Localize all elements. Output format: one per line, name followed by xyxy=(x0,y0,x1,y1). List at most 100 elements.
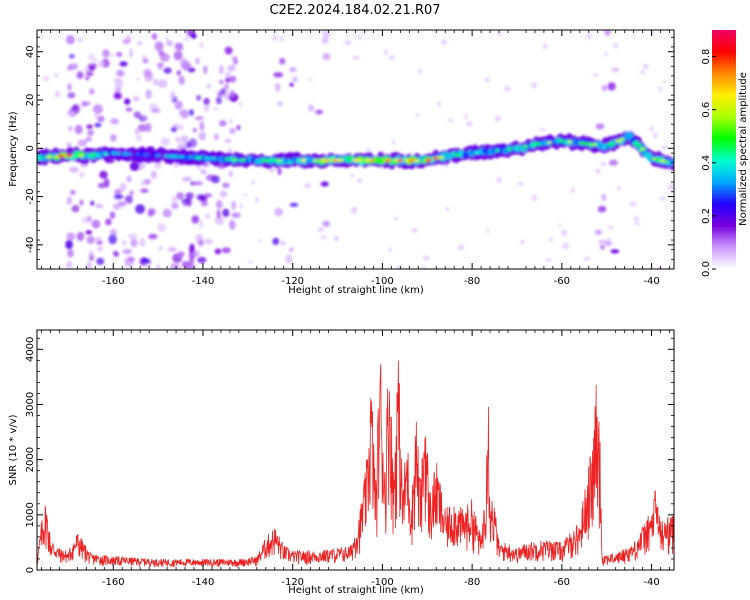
noise-blob xyxy=(94,122,102,128)
noise-blob xyxy=(198,131,206,141)
noise-blob xyxy=(188,138,197,148)
noise-blob xyxy=(273,72,284,78)
noise-blob xyxy=(182,201,187,207)
ridge-peak xyxy=(187,155,194,159)
spectrogram-panel: -160 -140 -120 -100 -80 -60 -40 -40 -20 0 20 40 Hei… xyxy=(8,29,675,296)
noise-blob xyxy=(216,199,223,210)
noise-blob xyxy=(289,66,297,73)
noise-blob xyxy=(159,53,170,62)
noise-blob xyxy=(255,196,259,204)
x-tick-label: -60 xyxy=(554,577,570,588)
noise-blob xyxy=(218,64,224,75)
noise-blob xyxy=(634,221,641,226)
noise-blob xyxy=(171,202,179,209)
noise-blob xyxy=(199,220,204,229)
noise-blob xyxy=(227,64,236,72)
noise-blob xyxy=(76,71,84,79)
ridge-peak xyxy=(473,151,481,155)
ridge-peak xyxy=(583,142,589,146)
noise-blob xyxy=(322,53,331,61)
x-tick-label: -80 xyxy=(464,577,480,588)
noise-blob xyxy=(597,205,607,213)
noise-blob xyxy=(113,203,118,210)
noise-blob xyxy=(608,159,619,166)
noise-blob xyxy=(178,75,185,86)
noise-blob xyxy=(251,179,255,185)
noise-blob xyxy=(54,73,60,78)
ridge-peak xyxy=(534,142,542,146)
noise-blob xyxy=(182,142,187,148)
noise-blob xyxy=(517,182,524,186)
noise-blob xyxy=(173,161,179,168)
noise-blob xyxy=(561,229,568,237)
noise-blob xyxy=(68,63,79,70)
ridge-peak xyxy=(163,154,169,158)
noise-blob xyxy=(178,123,184,131)
noise-blob xyxy=(542,43,548,49)
colorbar: 0.0 0.2 0.4 0.6 0.8 Normalized spectral ampl… xyxy=(701,30,749,277)
noise-blob xyxy=(199,42,204,49)
noise-blob xyxy=(231,212,241,218)
noise-blob xyxy=(613,42,619,49)
noise-blob xyxy=(148,233,158,240)
noise-blob xyxy=(441,39,447,46)
noise-blob xyxy=(133,111,142,119)
noise-blob xyxy=(608,225,614,230)
noise-blob xyxy=(185,192,194,200)
noise-blob xyxy=(437,101,441,107)
noise-blob xyxy=(116,69,125,77)
noise-blob xyxy=(98,60,105,68)
noise-blob xyxy=(117,201,127,207)
noise-blob xyxy=(268,168,276,173)
noise-blob xyxy=(82,216,88,224)
ridge-peak xyxy=(397,158,404,162)
noise-blob xyxy=(320,181,329,187)
noise-blob xyxy=(257,239,262,243)
noise-blob xyxy=(76,231,85,242)
noise-blob xyxy=(203,238,214,245)
x-tick-label: -140 xyxy=(192,577,215,588)
noise-blob xyxy=(70,190,76,195)
ridge-peak xyxy=(384,158,392,162)
noise-blob xyxy=(157,79,168,88)
ridge-peak xyxy=(154,154,162,157)
noise-blob xyxy=(129,161,140,172)
noise-blob xyxy=(604,51,608,57)
noise-blob xyxy=(601,193,607,201)
noise-blob xyxy=(653,132,658,139)
noise-blob xyxy=(94,112,99,120)
noise-blob xyxy=(190,33,197,39)
noise-blob xyxy=(67,83,72,92)
noise-blob xyxy=(196,194,206,201)
y-tick-label: -40 xyxy=(25,237,36,253)
noise-blob xyxy=(85,71,94,77)
noise-blob xyxy=(99,170,108,179)
noise-blob xyxy=(229,75,237,83)
noise-blob xyxy=(66,35,75,45)
ridge-peak xyxy=(369,158,375,162)
noise-blob xyxy=(422,255,430,261)
noise-blob xyxy=(285,254,293,264)
noise-blob xyxy=(562,242,569,250)
ridge-peak xyxy=(179,155,185,159)
noise-blob xyxy=(86,235,95,244)
noise-blob xyxy=(203,102,210,113)
noise-blob xyxy=(219,190,228,198)
spectrogram-ridge-layer xyxy=(37,131,674,171)
noise-blob xyxy=(134,128,141,135)
noise-blob xyxy=(154,41,164,52)
noise-blob xyxy=(236,124,241,131)
noise-blob xyxy=(418,68,422,75)
noise-blob xyxy=(109,211,116,219)
noise-blob xyxy=(388,247,392,253)
noise-blob xyxy=(204,213,211,219)
noise-blob xyxy=(494,115,501,122)
noise-blob xyxy=(119,61,128,67)
noise-blob xyxy=(175,136,180,143)
noise-blob xyxy=(135,134,142,142)
noise-blob xyxy=(181,135,189,143)
noise-blob xyxy=(197,256,207,264)
noise-blob xyxy=(87,129,94,136)
noise-blob xyxy=(76,37,84,42)
noise-blob xyxy=(222,182,230,188)
